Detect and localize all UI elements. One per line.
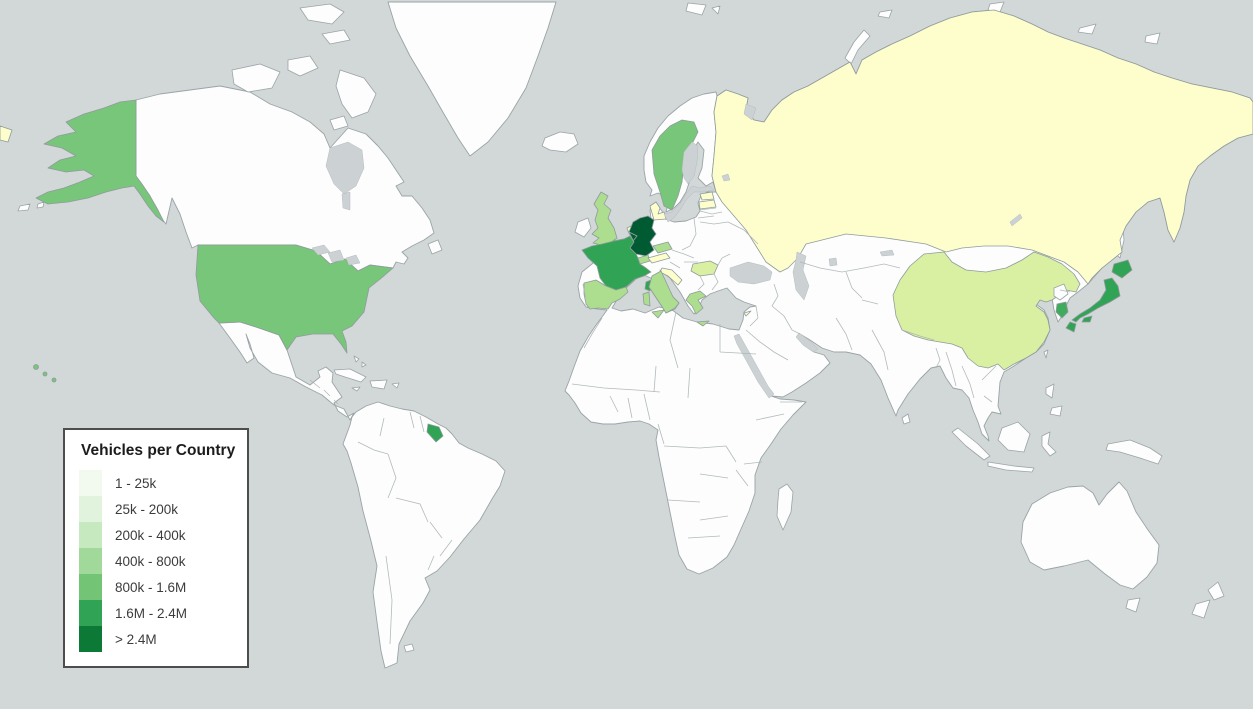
country-czechia[interactable]	[652, 241, 673, 254]
country-russia[interactable]	[711, 9, 1253, 285]
legend-row: 200k - 400k	[79, 522, 231, 548]
great-lakes	[311, 244, 361, 266]
legend-row: 1.6M - 2.4M	[79, 600, 231, 626]
taiwan	[1043, 349, 1049, 359]
country-borders	[309, 207, 1071, 645]
country-austria[interactable]	[647, 252, 671, 264]
country-estonia[interactable]	[699, 191, 715, 201]
hudson-bay	[325, 141, 365, 211]
country-italy-sardinia[interactable]	[642, 291, 651, 307]
legend-label: 1.6M - 2.4M	[115, 605, 188, 621]
baltic-sea	[663, 185, 715, 223]
country-russia-chukotka-west[interactable]	[0, 125, 13, 143]
country-italy-sicily[interactable]	[651, 309, 665, 319]
landmass-iceland	[541, 131, 579, 153]
legend-label: 800k - 1.6M	[115, 579, 187, 595]
persian-gulf	[795, 332, 819, 353]
country-spain[interactable]	[583, 279, 629, 310]
legend-swatch	[79, 574, 102, 600]
landmass-australia	[1020, 481, 1160, 590]
landmass-ireland	[574, 217, 592, 238]
aleutian-islands	[17, 201, 45, 212]
country-japan-shikoku[interactable]	[1081, 315, 1093, 323]
legend-label: 400k - 800k	[115, 553, 186, 569]
country-united-states-hawaii-2[interactable]	[42, 371, 48, 377]
country-italy[interactable]	[648, 270, 680, 314]
legend-label: 1 - 25k	[115, 475, 157, 491]
legend-swatch	[79, 496, 102, 522]
svalbard	[685, 2, 721, 16]
landmass-south-america	[342, 401, 506, 669]
country-united-states-hawaii[interactable]	[33, 364, 39, 370]
country-united-states[interactable]	[195, 244, 394, 354]
legend-row: > 2.4M	[79, 626, 231, 652]
country-china[interactable]	[892, 251, 1081, 371]
red-sea	[733, 333, 775, 399]
legend-row: 1 - 25k	[79, 470, 231, 496]
country-germany[interactable]	[628, 215, 657, 257]
country-latvia[interactable]	[698, 199, 717, 210]
country-greece-crete[interactable]	[696, 320, 710, 327]
landmass-north-korea	[1053, 283, 1069, 301]
country-cyprus[interactable]	[743, 310, 752, 317]
country-denmark[interactable]	[649, 201, 667, 221]
country-france[interactable]	[581, 235, 652, 291]
legend-label: 25k - 200k	[115, 501, 179, 517]
country-japan-honshu[interactable]	[1071, 277, 1121, 323]
country-japan-hokkaido[interactable]	[1111, 259, 1133, 279]
country-japan-kyushu[interactable]	[1065, 321, 1077, 333]
inland-water	[311, 103, 1023, 399]
legend-row: 25k - 200k	[79, 496, 231, 522]
legend-label: 200k - 400k	[115, 527, 186, 543]
black-sea	[729, 261, 773, 285]
landmass-greenland	[387, 1, 557, 157]
aral-sea	[828, 257, 838, 267]
landmass-mexico-central-america	[218, 321, 355, 421]
arctic-islands	[231, 3, 443, 255]
country-french-guiana[interactable]	[426, 423, 444, 443]
country-greece[interactable]	[685, 290, 707, 315]
legend-swatch	[79, 600, 102, 626]
caspian-sea	[792, 251, 810, 301]
indonesia-philippines	[951, 383, 1163, 473]
caribbean-islands	[333, 355, 400, 392]
gulf-of-bothnia	[681, 141, 699, 185]
madagascar	[776, 483, 794, 531]
lake-baikal	[1009, 213, 1023, 227]
falkland-islands	[403, 643, 415, 653]
legend-row: 800k - 1.6M	[79, 574, 231, 600]
sri-lanka	[901, 413, 911, 425]
legend: Vehicles per Country 1 - 25k 25k - 200k …	[63, 428, 249, 668]
tasmania	[1125, 597, 1141, 613]
legend-swatch	[79, 522, 102, 548]
legend-swatch	[79, 470, 102, 496]
legend-swatch	[79, 626, 102, 652]
choropleth-countries	[0, 9, 1253, 443]
legend-title: Vehicles per Country	[81, 442, 236, 459]
legend-label: > 2.4M	[115, 631, 157, 647]
new-zealand	[1191, 581, 1225, 619]
lake-ladoga	[721, 173, 731, 182]
white-sea	[743, 103, 757, 121]
country-united-kingdom[interactable]	[591, 191, 618, 246]
legend-row: 400k - 800k	[79, 548, 231, 574]
country-united-states-hawaii-3[interactable]	[51, 377, 57, 383]
landmass-canada	[135, 85, 435, 272]
country-south-korea[interactable]	[1055, 301, 1069, 319]
country-united-states-alaska[interactable]	[35, 99, 165, 223]
lake-balkhash	[879, 249, 895, 257]
legend-swatch	[79, 548, 102, 574]
